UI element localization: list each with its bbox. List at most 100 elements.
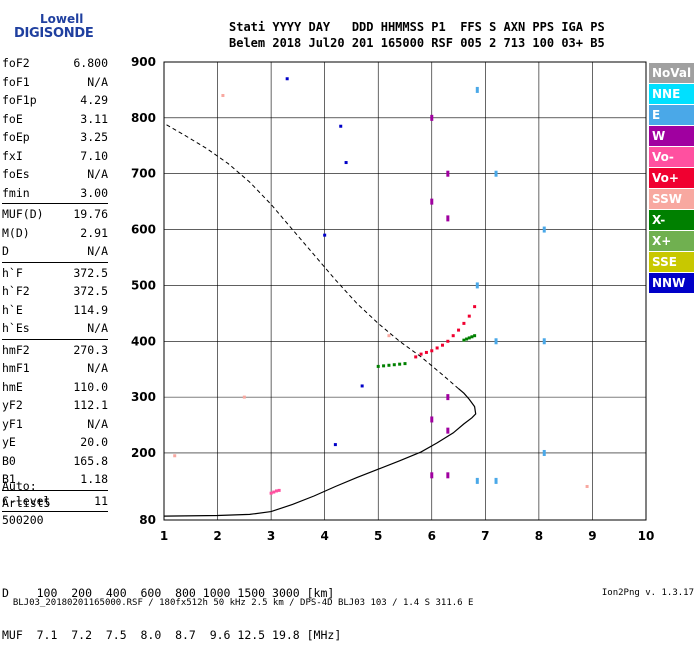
trace-point — [403, 362, 407, 366]
trace-point — [274, 489, 278, 493]
y-tick-label: 80 — [139, 513, 156, 527]
trace-point — [446, 339, 450, 343]
param-row: yF1 N/A — [2, 415, 108, 434]
auto-code: 500200 — [2, 513, 44, 527]
trace-point — [419, 352, 423, 356]
trace-point — [462, 321, 466, 325]
trace-point — [473, 334, 477, 338]
param-row: foF2 6.800 — [2, 54, 108, 73]
legend-item: E — [649, 105, 694, 125]
param-value: 11 — [94, 493, 108, 508]
trace-point — [475, 477, 479, 484]
y-tick-label: 700 — [131, 167, 156, 181]
param-value: 270.3 — [73, 342, 108, 357]
trace-point — [475, 86, 479, 93]
x-tick-label: 1 — [160, 529, 168, 543]
trace-point — [430, 198, 434, 205]
param-separator — [2, 511, 108, 512]
trace-point — [446, 427, 450, 434]
trace-point — [542, 449, 546, 456]
legend-item: SSW — [649, 189, 694, 209]
trace-point — [285, 77, 289, 81]
param-value: 110.0 — [73, 379, 108, 394]
param-value: 20.0 — [80, 435, 108, 449]
param-row: hmF2 270.3 — [2, 341, 108, 360]
param-key: hmF1 — [2, 361, 30, 375]
trace-point — [221, 94, 225, 98]
trace-point — [467, 314, 471, 318]
param-row: hmF1 N/A — [2, 359, 108, 378]
trace-point — [398, 362, 402, 366]
x-tick-label: 5 — [374, 529, 382, 543]
auto-label: Auto: — [2, 479, 37, 493]
electron-density-profile — [163, 388, 477, 517]
trace-point — [430, 114, 434, 121]
param-row: foEs N/A — [2, 165, 108, 184]
x-tick-label: 8 — [535, 529, 543, 543]
x-tick-label: 9 — [588, 529, 596, 543]
param-row: fxI 7.10 — [2, 147, 108, 166]
param-row: MUF(D) 19.76 — [2, 205, 108, 224]
trace-point — [494, 477, 498, 484]
param-key: foEp — [2, 130, 30, 144]
param-row: h`Es N/A — [2, 319, 108, 338]
trace-point — [339, 124, 343, 128]
footer: BLJ03_20180201165000.RSF / 180fx512h 50 … — [2, 588, 698, 618]
trace-point — [277, 488, 281, 492]
param-value: 3.25 — [80, 130, 108, 144]
trace-point — [440, 343, 444, 347]
param-row: foEp 3.25 — [2, 128, 108, 147]
autoscaling-info: Auto: Artist5 500200 — [2, 478, 50, 529]
param-key: h`E — [2, 302, 23, 317]
param-key: D — [2, 244, 9, 258]
trace-point — [435, 346, 439, 350]
trace-point — [473, 305, 477, 309]
trace-point — [387, 363, 391, 367]
param-value: 3.11 — [80, 111, 108, 126]
param-key: foF1 — [2, 74, 30, 89]
trace-point — [424, 350, 428, 354]
param-key: C-level — [2, 493, 51, 508]
param-value: N/A — [87, 244, 108, 258]
y-tick-label: 300 — [131, 390, 156, 404]
trace-point — [382, 364, 386, 368]
param-value: 2.91 — [80, 225, 108, 240]
ionogram-chart: 1 2 3 4 5 6 7 8 9 10 80 200 300 400 500 600 700 800 900 — [131, 55, 655, 543]
trace-point — [451, 334, 455, 338]
y-tick-label: 900 — [131, 55, 156, 69]
param-row: yF2 112.1 — [2, 396, 108, 415]
legend-item: NNE — [649, 84, 694, 104]
param-row: M(D) 2.91 — [2, 224, 108, 243]
param-key: MUF(D) — [2, 207, 44, 221]
param-separator — [2, 489, 108, 491]
auto-name: Artist5 — [2, 496, 51, 510]
x-tick-label: 2 — [213, 529, 221, 543]
trace-point — [323, 233, 327, 237]
param-value: N/A — [87, 74, 108, 89]
param-value: 372.5 — [73, 284, 108, 298]
muf-distance-row: D 100 200 400 600 800 1000 1500 3000 [km… — [2, 586, 335, 600]
param-key: h`Es — [2, 321, 30, 335]
param-row: h`F 372.5 — [2, 264, 108, 283]
param-value: 1.18 — [80, 472, 108, 486]
footer-version: Ion2Png v. 1.3.17 — [601, 588, 694, 598]
param-value: 114.9 — [73, 302, 108, 317]
trace-point — [457, 328, 461, 332]
trace-point — [494, 338, 498, 345]
param-key: fxI — [2, 148, 23, 163]
param-row: h`F2 372.5 — [2, 282, 108, 301]
extrapolated-profile — [163, 122, 459, 390]
x-tick-label: 10 — [638, 529, 655, 543]
y-tick-label: 500 — [131, 278, 156, 292]
param-value: 372.5 — [73, 265, 108, 280]
trace-point — [470, 335, 474, 339]
param-row: B0 165.8 — [2, 452, 108, 471]
trace-point — [446, 170, 450, 177]
param-key: M(D) — [2, 225, 30, 240]
trace-point — [494, 170, 498, 177]
trace-point — [467, 336, 471, 340]
plot-frame — [163, 61, 647, 521]
trace-point — [475, 282, 479, 289]
param-key: B1 — [2, 472, 16, 486]
logo-line2: DIGISONDE — [14, 26, 94, 41]
